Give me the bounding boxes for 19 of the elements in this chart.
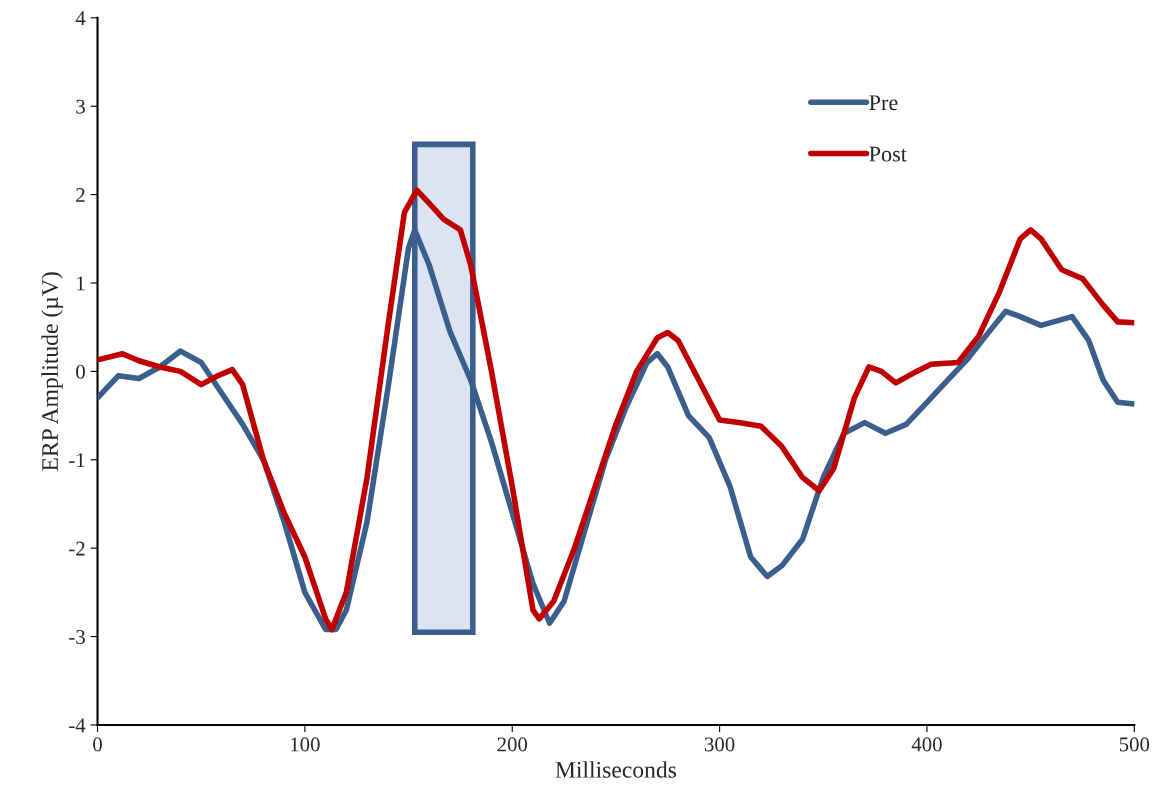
y-tick-label: -4 (69, 718, 86, 733)
y-tick-label: -1 (69, 453, 85, 467)
y-tick-label: 0 (76, 364, 85, 379)
x-tick-label: 200 (497, 737, 528, 752)
x-axis-title: Milliseconds (555, 761, 677, 778)
y-tick-label: -3 (69, 629, 85, 644)
x-tick-label: 100 (291, 737, 320, 752)
x-tick-label: 500 (1119, 737, 1150, 752)
y-axis-title: ERP Amplitude (µV) (41, 272, 63, 471)
y-tick-label: 1 (77, 276, 85, 291)
y-tick-label: -2 (69, 541, 85, 556)
legend-label: Pre (869, 95, 898, 111)
legend-label: Post (869, 146, 907, 162)
y-tick-label: 3 (76, 99, 85, 114)
y-tick-label: 2 (76, 188, 85, 202)
x-tick-label: 400 (911, 737, 942, 752)
x-tick-label: 300 (704, 737, 735, 752)
x-tick-label: 0 (93, 737, 102, 752)
y-tick-label: 4 (75, 11, 86, 26)
